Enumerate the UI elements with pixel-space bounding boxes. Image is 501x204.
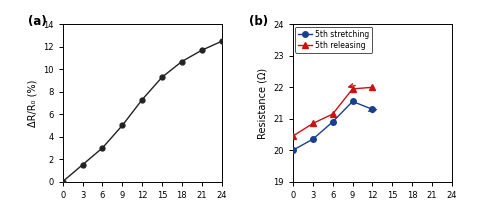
5th stretching [290, 149, 296, 151]
5th releasing [290, 135, 296, 137]
5th stretching [349, 100, 355, 103]
Text: (a): (a) [28, 15, 47, 28]
5th stretching [369, 108, 375, 111]
Text: (b): (b) [248, 15, 267, 28]
5th stretching [309, 138, 315, 140]
Legend: 5th stretching, 5th releasing: 5th stretching, 5th releasing [295, 27, 372, 53]
Line: 5th stretching: 5th stretching [290, 99, 374, 153]
Y-axis label: Resistance (Ω): Resistance (Ω) [258, 68, 267, 139]
Line: 5th releasing: 5th releasing [290, 84, 374, 139]
5th stretching [329, 121, 335, 123]
Y-axis label: ΔR/R₀ (%): ΔR/R₀ (%) [28, 79, 38, 127]
5th releasing [309, 122, 315, 125]
5th releasing [329, 113, 335, 115]
5th releasing [349, 88, 355, 90]
5th releasing [369, 86, 375, 89]
